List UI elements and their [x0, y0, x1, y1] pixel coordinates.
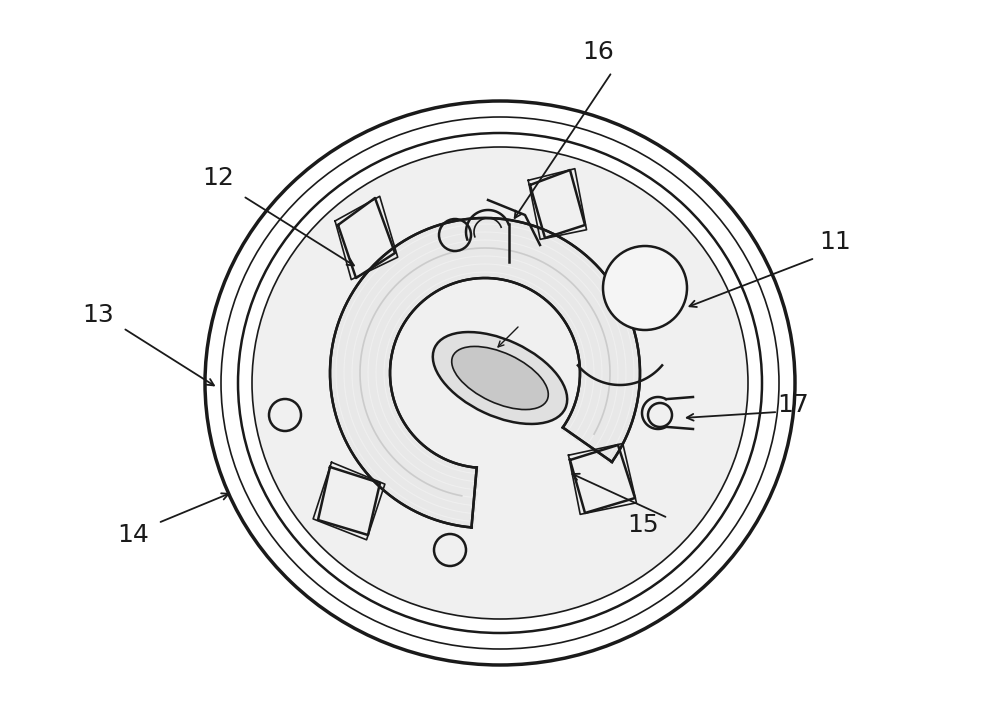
Ellipse shape: [452, 346, 548, 409]
Text: 17: 17: [777, 393, 809, 417]
Text: 13: 13: [82, 303, 114, 327]
Text: 11: 11: [819, 230, 851, 254]
Text: 12: 12: [202, 166, 234, 190]
Text: 14: 14: [117, 523, 149, 547]
Ellipse shape: [433, 332, 567, 424]
Text: 15: 15: [627, 513, 659, 537]
Ellipse shape: [603, 246, 687, 330]
Ellipse shape: [252, 147, 748, 619]
Text: 16: 16: [582, 40, 614, 64]
